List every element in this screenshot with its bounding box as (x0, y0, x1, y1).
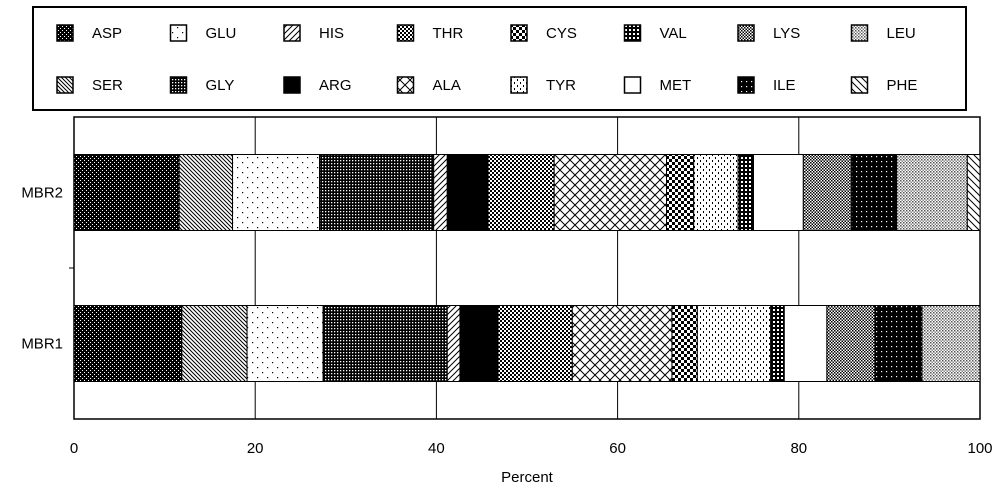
legend-label-lys: LYS (773, 25, 800, 42)
legend-label-gly: GLY (206, 77, 235, 94)
bar-mbr1-val (770, 305, 785, 382)
legend-label-asp: ASP (92, 25, 122, 42)
bar-mbr2-val (737, 154, 755, 231)
x-tick-label-60: 60 (609, 440, 626, 457)
bar-mbr1-lys (826, 305, 876, 382)
legend-swatch-asp (56, 24, 74, 42)
legend-swatch-phe (850, 76, 869, 94)
legend-swatch-glu (169, 24, 188, 42)
bar-mbr2-arg (446, 154, 489, 231)
bar-mbr2-ala (553, 154, 668, 231)
bar-mbr1-his (446, 305, 461, 382)
bar-mbr1-gly (322, 305, 448, 382)
bar-mbr2-gly (319, 154, 435, 231)
x-axis-label: Percent (501, 469, 554, 486)
bar-mbr2-phe (966, 154, 981, 231)
bar-mbr2-lys (802, 154, 852, 231)
legend-label-ala: ALA (433, 77, 461, 94)
bar-mbr1-ala (571, 305, 673, 382)
legend-label-his: HIS (319, 25, 344, 42)
bar-mbr2-tyr (693, 154, 739, 231)
legend-swatch-lys (737, 24, 755, 42)
bar-mbr1-glu (246, 305, 324, 382)
bar-mbr1-arg (459, 305, 499, 382)
x-tick-label-80: 80 (790, 440, 807, 457)
y-axis: MBR2 MBR1 (21, 185, 74, 353)
legend-swatch-tyr (510, 76, 528, 94)
legend-label-cys: CYS (546, 25, 577, 42)
bar-mbr2-asp (73, 154, 180, 231)
legend-label-arg: ARG (319, 77, 352, 94)
legend-swatch-met (623, 76, 642, 94)
legend-swatch-ala (396, 76, 415, 94)
bar-mbr2-ser (178, 154, 234, 231)
bar-mbr1-cys (671, 305, 698, 382)
y-tick-label-mbr2: MBR2 (21, 185, 63, 202)
bar-mbr1-leu (921, 305, 981, 382)
legend-swatch-cys (510, 24, 528, 42)
legend-label-phe: PHE (887, 77, 918, 94)
x-tick-label-100: 100 (967, 440, 992, 457)
bar-mbr2-leu (896, 154, 968, 231)
legend-swatch-gly (169, 76, 188, 94)
bar-mbr2-thr (487, 154, 555, 231)
legend-label-thr: THR (433, 25, 464, 42)
bar-mbr2-his (433, 154, 448, 231)
legend-swatch-leu (850, 24, 869, 42)
legend-label-val: VAL (660, 25, 687, 42)
bar-mbr2-met (753, 154, 804, 231)
bar-mbr2-glu (232, 154, 321, 231)
legend-swatch-his (283, 24, 301, 42)
legend-swatch-ile (737, 76, 755, 94)
legend-label-tyr: TYR (546, 77, 576, 94)
bar-mbr1-ser (181, 305, 248, 382)
bar-mbr1-met (783, 305, 828, 382)
bar-mbr2-cys (666, 154, 695, 231)
legend-label-ile: ILE (773, 77, 796, 94)
legend-label-met: MET (660, 77, 692, 94)
legend-label-glu: GLU (206, 25, 237, 42)
x-tick-label-40: 40 (428, 440, 445, 457)
x-axis: 0 20 40 60 80 100 (70, 440, 993, 457)
legend-label-ser: SER (92, 77, 123, 94)
legend-swatch-ser (56, 76, 74, 94)
legend-swatch-arg (283, 76, 301, 94)
x-tick-label-20: 20 (247, 440, 264, 457)
bar-mbr2-ile (850, 154, 898, 231)
bar-mbr1-ile (874, 305, 923, 382)
legend-swatch-thr (396, 24, 415, 42)
bar-mbr1-asp (73, 305, 183, 382)
legend: ASP GLU HIS THR CYS VAL LYS LEU SER GLY ARG ALA TYR M… (56, 24, 918, 94)
bar-mbr1-thr (497, 305, 573, 382)
x-tick-label-0: 0 (70, 440, 78, 457)
legend-swatch-val (623, 24, 642, 42)
legend-label-leu: LEU (887, 25, 916, 42)
y-tick-label-mbr1: MBR1 (21, 336, 63, 353)
bars (73, 154, 981, 382)
bar-mbr1-tyr (696, 305, 772, 382)
legend-box (32, 6, 967, 111)
